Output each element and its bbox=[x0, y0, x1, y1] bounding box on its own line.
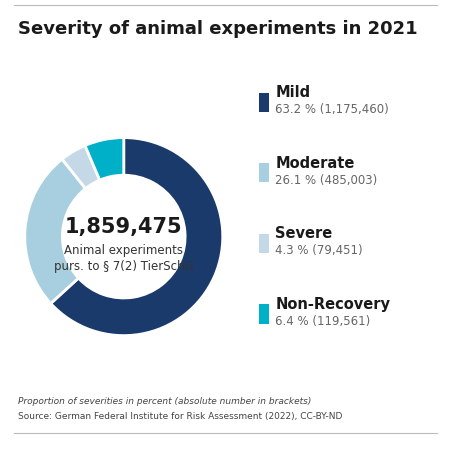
Wedge shape bbox=[85, 137, 124, 180]
Wedge shape bbox=[25, 159, 86, 303]
Wedge shape bbox=[62, 146, 100, 188]
Text: 1,859,475: 1,859,475 bbox=[65, 217, 183, 237]
Text: Non-Recovery: Non-Recovery bbox=[275, 297, 391, 312]
Text: Severity of animal experiments in 2021: Severity of animal experiments in 2021 bbox=[18, 20, 418, 39]
Text: Severe: Severe bbox=[275, 226, 333, 241]
Text: purs. to § 7(2) TierSchG: purs. to § 7(2) TierSchG bbox=[54, 260, 194, 273]
Text: Source: German Federal Institute for Risk Assessment (2022), CC-BY-ND: Source: German Federal Institute for Ris… bbox=[18, 412, 342, 421]
Wedge shape bbox=[51, 137, 223, 336]
Text: Moderate: Moderate bbox=[275, 156, 355, 171]
Text: 63.2 % (1,175,460): 63.2 % (1,175,460) bbox=[275, 103, 389, 116]
Text: Animal experiments: Animal experiments bbox=[64, 244, 183, 257]
Text: 6.4 % (119,561): 6.4 % (119,561) bbox=[275, 315, 371, 328]
Text: Proportion of severities in percent (absolute number in brackets): Proportion of severities in percent (abs… bbox=[18, 397, 311, 406]
Text: 26.1 % (485,003): 26.1 % (485,003) bbox=[275, 174, 378, 187]
Text: 4.3 % (79,451): 4.3 % (79,451) bbox=[275, 244, 363, 258]
Text: Mild: Mild bbox=[275, 85, 310, 100]
